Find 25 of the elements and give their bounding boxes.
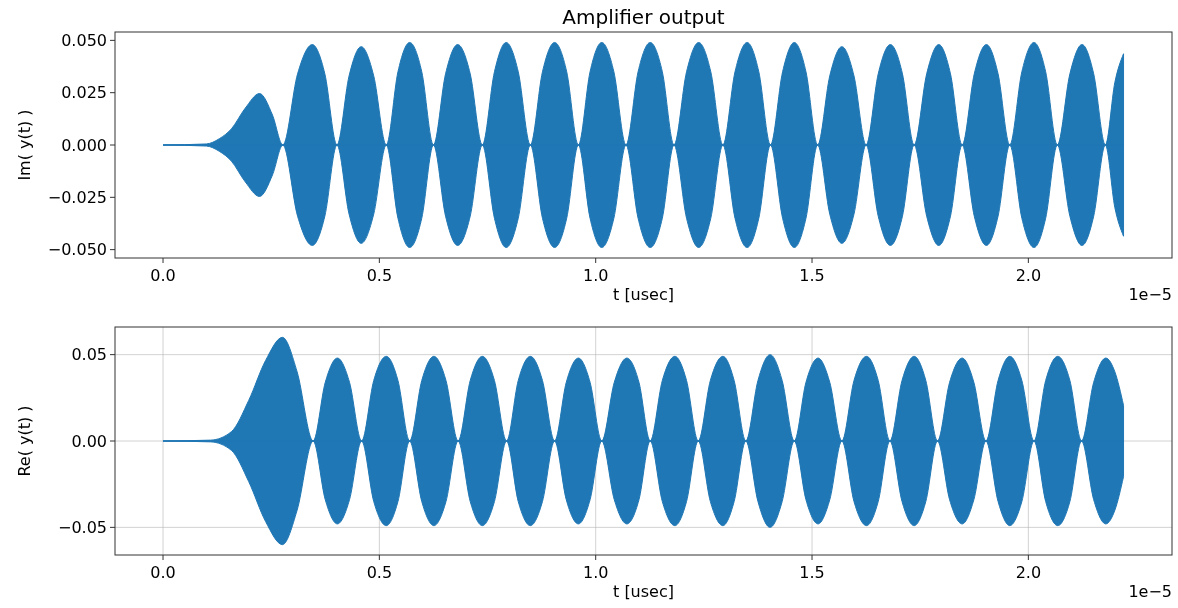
y-axis-title: Im( y(t) ) xyxy=(15,109,34,181)
x-tick-label: 1.0 xyxy=(582,266,609,285)
y-axis-title: Re( y(t) ) xyxy=(15,405,34,477)
x-tick-label: 0.5 xyxy=(366,266,393,285)
x-tick-label: 1.0 xyxy=(582,563,609,582)
x-tick-label: 2.0 xyxy=(1015,563,1042,582)
y-tick-label: 0.00 xyxy=(71,431,107,451)
x-tick-label: 0.0 xyxy=(150,266,176,285)
x-tick-label: 1.5 xyxy=(799,266,825,285)
x-axis-title: t [usec] xyxy=(613,582,674,601)
y-tick-label: 0.05 xyxy=(71,345,107,365)
chart-title: Amplifier output xyxy=(562,5,725,29)
text: 1e−5 xyxy=(1128,582,1172,601)
y-tick-label: −0.025 xyxy=(47,187,107,207)
y-tick-label: 0.000 xyxy=(61,135,107,155)
x-tick-label: 0.5 xyxy=(366,563,393,582)
x-tick-label: 0.0 xyxy=(150,563,176,582)
y-tick-label: −0.05 xyxy=(57,517,107,537)
text: 1e−5 xyxy=(1128,285,1172,304)
x-tick-label: 1.5 xyxy=(799,563,825,582)
y-tick-label: 0.050 xyxy=(61,30,107,50)
x-tick-label: 2.0 xyxy=(1015,266,1042,285)
y-tick-label: 0.025 xyxy=(61,83,107,103)
x-axis-title: t [usec] xyxy=(613,285,674,304)
y-tick-label: −0.050 xyxy=(47,240,107,260)
